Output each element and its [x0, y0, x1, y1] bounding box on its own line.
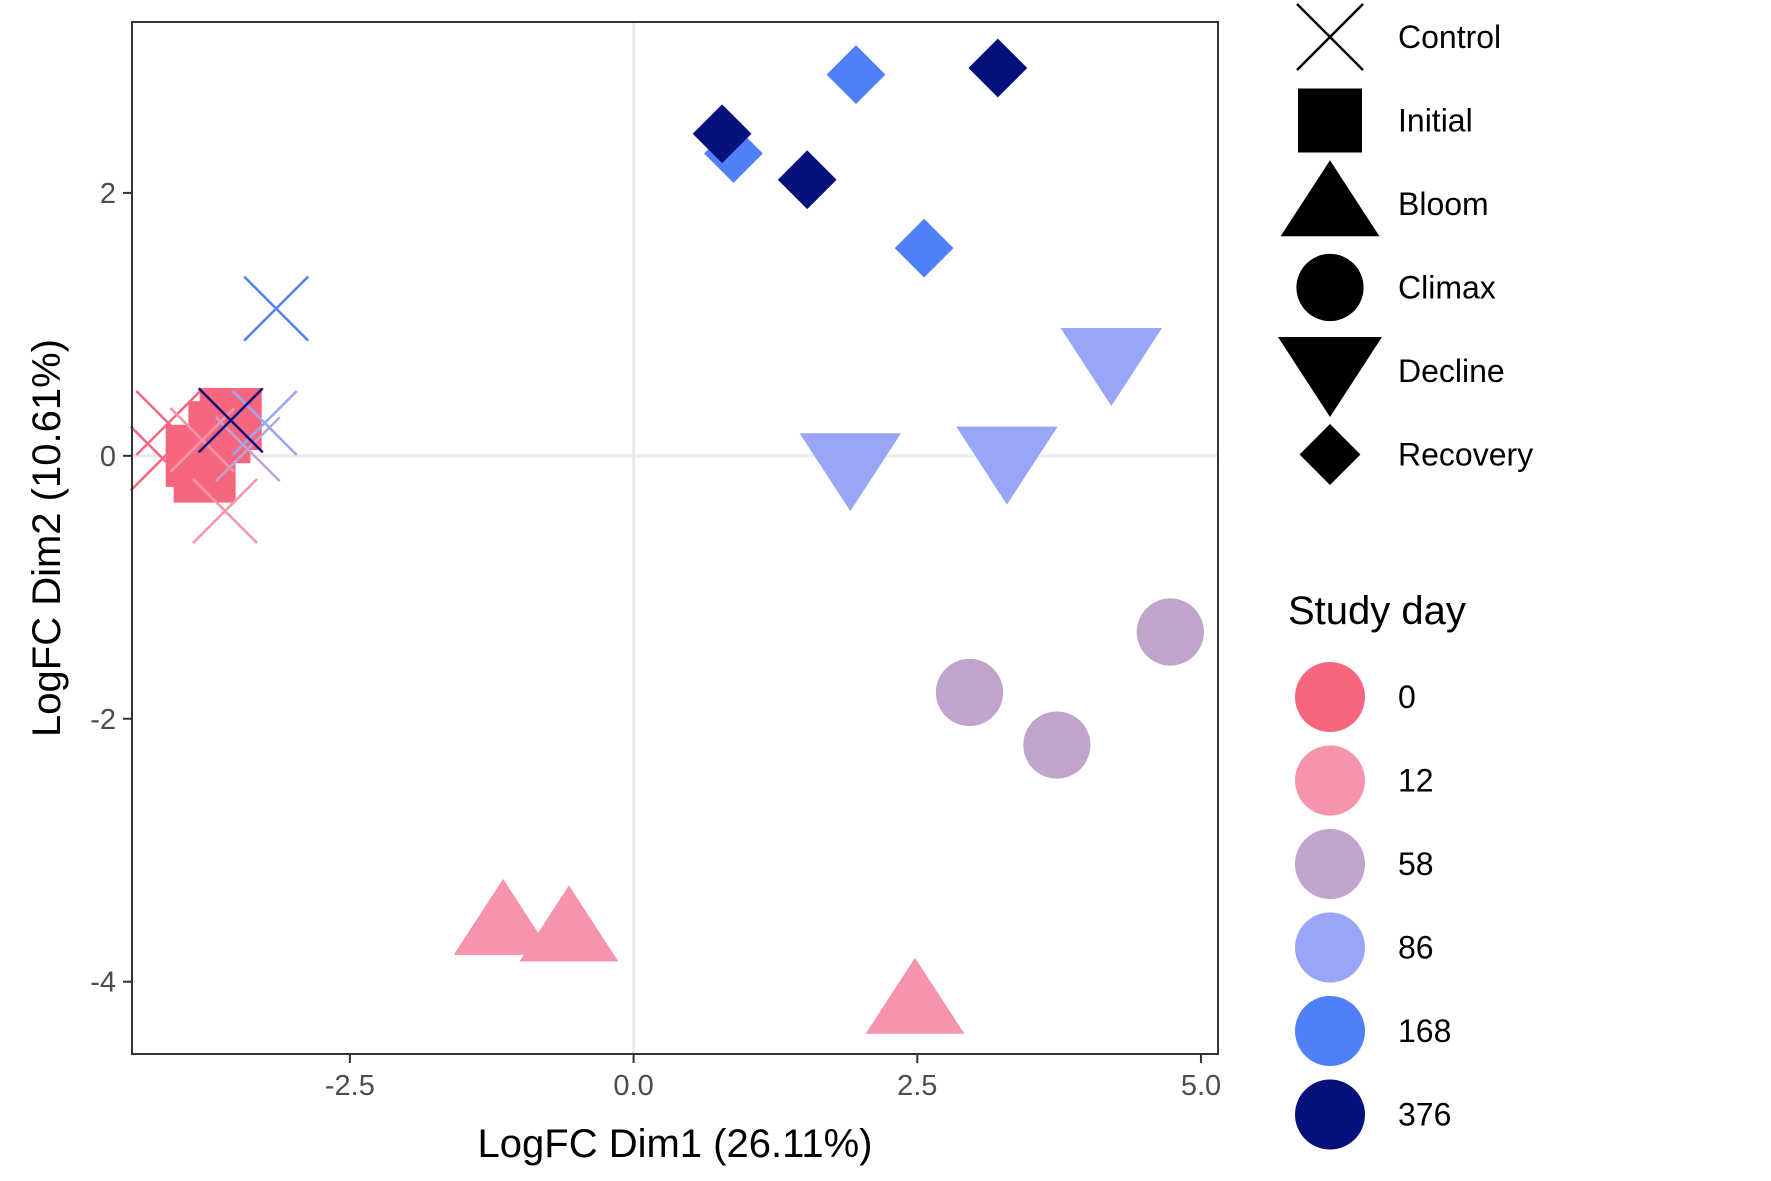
- data-point-recovery: [894, 218, 954, 278]
- shape-legend-label: Control: [1398, 19, 1501, 55]
- data-point-control-stroke-b: [169, 407, 236, 473]
- color-legend-key: [1295, 745, 1365, 816]
- x-tick-label: 0.0: [613, 1070, 653, 1102]
- data-point-control-stroke-b: [243, 275, 310, 342]
- data-point-climax: [935, 658, 1004, 727]
- y-axis-title: LogFC Dim2 (10.61%): [25, 339, 69, 737]
- data-point-climax-shape: [1136, 598, 1204, 666]
- color-legend-label: 0: [1398, 679, 1416, 715]
- x-axis-title: LogFC Dim1 (26.11%): [478, 1122, 873, 1166]
- data-point-control-stroke-b: [197, 387, 264, 454]
- data-point-bloom-shape: [865, 957, 965, 1034]
- color-legend-key: [1295, 662, 1365, 732]
- circle-icon-shape: [1296, 253, 1364, 322]
- data-point-bloom-shape: [519, 885, 619, 962]
- color-legend-label: 376: [1398, 1097, 1451, 1133]
- diamond-icon-shape: [1299, 424, 1361, 485]
- data-point-recovery-shape: [692, 104, 752, 164]
- color-legend-key: [1295, 912, 1365, 983]
- data-point-control-stroke-b: [129, 425, 196, 492]
- triangle-up-icon: [1280, 160, 1380, 237]
- shape-legend-label: Initial: [1398, 103, 1473, 139]
- data-point-climax: [1136, 598, 1204, 666]
- data-point-control: [192, 478, 258, 544]
- data-point-control: [169, 407, 236, 473]
- y-axis: -4 -2 0 2: [90, 178, 132, 999]
- square-icon-shape: [1298, 88, 1362, 153]
- x-tick-label: 5.0: [1181, 1070, 1221, 1102]
- panel-border: [131, 21, 1219, 1055]
- data-point-recovery: [777, 150, 837, 210]
- data-point-bloom: [519, 885, 619, 962]
- triangle-down-open-icon-shape: [1278, 337, 1382, 417]
- data-point-control: [197, 387, 264, 454]
- data-point-control-stroke-b: [231, 390, 298, 456]
- data-point-recovery: [968, 38, 1028, 98]
- color-legend-key: [1295, 829, 1365, 899]
- data-point-control: [129, 425, 196, 492]
- y-tick-label: 2: [100, 178, 116, 210]
- color-legend-key: [1295, 1079, 1365, 1150]
- data-point-recovery-shape: [777, 150, 837, 210]
- color-legend-title: Study day: [1288, 589, 1466, 633]
- data-point-recovery-shape: [894, 218, 954, 278]
- color-legend: Study day 0 12 58 86 168 376: [1288, 589, 1466, 1150]
- cross-icon-stroke-b: [1296, 3, 1364, 71]
- y-tick-label: -4: [90, 967, 116, 999]
- shape-legend: Control Initial Bloom Climax Decline Recovery: [1278, 3, 1533, 485]
- data-points: [129, 38, 1204, 1034]
- color-legend-label: 168: [1398, 1013, 1451, 1049]
- shape-legend-label: Bloom: [1398, 186, 1489, 222]
- x-tick-label: 2.5: [897, 1070, 937, 1102]
- data-point-climax-shape: [935, 658, 1004, 727]
- data-point-decline-shape: [956, 426, 1058, 505]
- square-icon: [1298, 88, 1362, 153]
- circle-icon: [1296, 253, 1364, 322]
- shape-legend-label: Decline: [1398, 353, 1505, 389]
- data-point-climax: [1023, 711, 1091, 779]
- data-point-control: [231, 390, 298, 456]
- cross-icon: [1296, 3, 1364, 71]
- data-point-decline: [956, 426, 1058, 505]
- color-legend-label: 58: [1398, 846, 1434, 882]
- data-point-decline-shape: [1060, 328, 1163, 407]
- color-legend-key: [1295, 996, 1365, 1066]
- plot-panel: [129, 21, 1219, 1055]
- data-point-recovery-shape: [968, 38, 1028, 98]
- data-point-control-stroke-b: [192, 478, 258, 544]
- data-point-decline: [1060, 328, 1163, 407]
- color-legend-label: 86: [1398, 930, 1434, 966]
- x-tick-label: -2.5: [325, 1070, 375, 1102]
- data-point-decline-shape: [799, 433, 902, 512]
- shape-legend-label: Climax: [1398, 270, 1496, 306]
- x-axis: -2.5 0.0 2.5 5.0: [325, 1054, 1221, 1102]
- color-legend-label: 12: [1398, 763, 1434, 799]
- data-point-climax-shape: [1023, 711, 1091, 779]
- data-point-recovery-shape: [826, 45, 886, 104]
- data-point-decline: [799, 433, 902, 512]
- data-point-bloom: [453, 878, 553, 955]
- y-tick-label: -2: [90, 704, 116, 736]
- triangle-up-icon-shape: [1280, 160, 1380, 237]
- data-point-bloom: [865, 957, 965, 1034]
- data-point-recovery: [826, 45, 886, 104]
- y-tick-label: 0: [100, 441, 116, 473]
- data-point-bloom-shape: [453, 878, 553, 955]
- panel-background: [132, 22, 1218, 1054]
- shape-legend-label: Recovery: [1398, 437, 1533, 473]
- data-point-recovery: [692, 104, 752, 164]
- data-point-control: [243, 275, 310, 342]
- triangle-down-open-icon: [1278, 337, 1382, 417]
- diamond-icon: [1299, 424, 1361, 485]
